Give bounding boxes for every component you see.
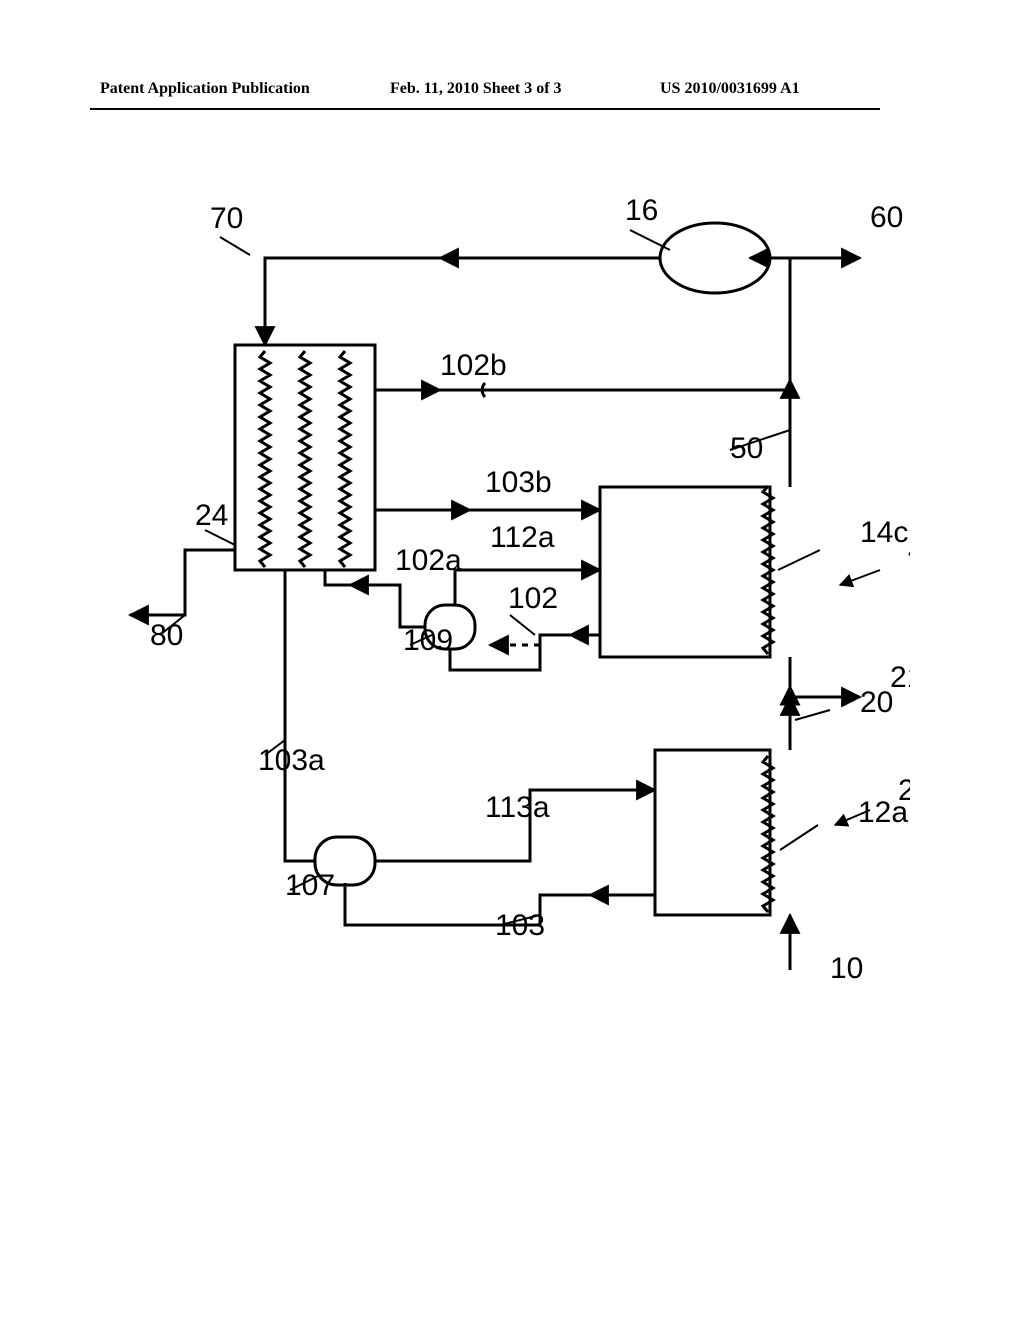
- box-14c: [600, 487, 770, 657]
- lbl-102: 102: [508, 582, 558, 615]
- lbl-107: 107: [285, 869, 335, 902]
- lbl-50: 50: [730, 432, 763, 465]
- lbl-103: 103: [495, 909, 545, 942]
- lbl-10: 10: [830, 952, 863, 985]
- lbl-24: 24: [195, 499, 228, 532]
- lbl-103a: 103a: [258, 744, 325, 777]
- lbl-21: 21: [890, 661, 910, 694]
- leader-14c: [778, 550, 820, 570]
- line-70: [265, 258, 660, 345]
- leader-70: [220, 237, 250, 255]
- lbl-20: 20: [860, 686, 893, 719]
- lbl-109: 109: [403, 624, 453, 657]
- figure-svg: 10 12a 2a 20 21 14c 4a 50 60 16 70 80 24…: [90, 130, 910, 1230]
- page: Patent Application Publication Feb. 11, …: [0, 0, 1024, 1320]
- line-80: [130, 550, 235, 615]
- header-pubnumber: US 2010/0031699 A1: [660, 80, 800, 98]
- lbl-4a: 4a: [908, 534, 910, 567]
- leader-20: [795, 710, 830, 720]
- lbl-80: 80: [150, 619, 183, 652]
- lbl-16: 16: [625, 194, 658, 227]
- leader-4a: [840, 570, 880, 585]
- lbl-113a: 113a: [485, 791, 550, 824]
- header-date-sheet: Feb. 11, 2010 Sheet 3 of 3: [390, 80, 562, 98]
- figure-canvas: 10 12a 2a 20 21 14c 4a 50 60 16 70 80 24…: [90, 130, 910, 1230]
- leader-16: [630, 230, 670, 250]
- lbl-102a: 102a: [395, 544, 462, 577]
- lbl-112a: 112a: [490, 521, 555, 554]
- zigzag-24-top: [260, 351, 270, 567]
- leader-102: [510, 615, 535, 635]
- line-102b-b: [375, 380, 790, 390]
- leader-24: [205, 530, 235, 545]
- line-102a: [325, 570, 425, 627]
- lbl-14c: 14c: [860, 516, 908, 549]
- lbl-103b: 103b: [485, 466, 552, 499]
- line-103a: [285, 570, 315, 861]
- zigzag-24-mid: [300, 351, 310, 567]
- lbl-102b: 102b: [440, 349, 507, 382]
- lbl-70: 70: [210, 202, 243, 235]
- schematic-group: 10 12a 2a 20 21 14c 4a 50 60 16 70 80 24…: [130, 194, 910, 985]
- zigzag-24-bot: [340, 351, 350, 567]
- box-12a: [655, 750, 770, 915]
- header-rule: [90, 108, 880, 110]
- lbl-60: 60: [870, 201, 903, 234]
- header-bar: Patent Application Publication Feb. 11, …: [0, 80, 1024, 110]
- zigzag-14c: [763, 486, 773, 654]
- leader-12a: [780, 825, 818, 850]
- lbl-2a: 2a: [898, 774, 910, 807]
- header-publication: Patent Application Publication: [100, 80, 310, 98]
